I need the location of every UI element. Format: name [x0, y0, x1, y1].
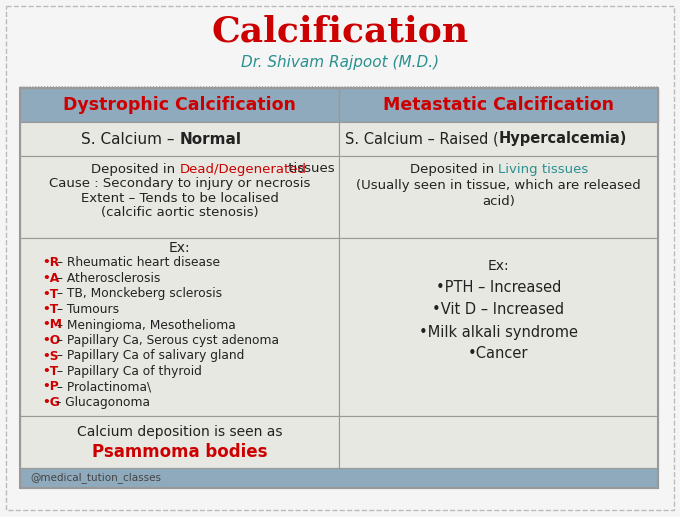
- Text: S. Calcium – Raised (: S. Calcium – Raised (: [345, 131, 498, 146]
- Text: Normal: Normal: [180, 131, 241, 146]
- Text: Metastatic Calcification: Metastatic Calcification: [383, 96, 614, 114]
- FancyBboxPatch shape: [20, 416, 339, 468]
- Text: (Usually seen in tissue, which are released: (Usually seen in tissue, which are relea…: [356, 179, 641, 192]
- Text: tissues: tissues: [284, 162, 335, 175]
- Text: - Glucagonoma: - Glucagonoma: [53, 396, 150, 409]
- Text: – Atherosclerosis: – Atherosclerosis: [53, 272, 160, 285]
- Text: •T: •T: [42, 303, 58, 316]
- Text: Dead/Degenerated: Dead/Degenerated: [180, 162, 307, 175]
- Text: – Papillary Ca, Serous cyst adenoma: – Papillary Ca, Serous cyst adenoma: [53, 334, 279, 347]
- Text: •O: •O: [42, 334, 61, 347]
- Text: Deposited in: Deposited in: [410, 162, 498, 175]
- FancyBboxPatch shape: [20, 88, 339, 122]
- Text: Calcification: Calcification: [211, 15, 469, 49]
- Text: •R: •R: [42, 256, 59, 269]
- FancyBboxPatch shape: [339, 238, 658, 416]
- Text: – TB, Monckeberg sclerosis: – TB, Monckeberg sclerosis: [53, 287, 222, 300]
- Text: •Cancer: •Cancer: [469, 346, 529, 361]
- Text: •Milk alkali syndrome: •Milk alkali syndrome: [419, 325, 578, 340]
- FancyBboxPatch shape: [339, 88, 658, 122]
- Text: S. Calcium –: S. Calcium –: [81, 131, 180, 146]
- Text: Ex:: Ex:: [488, 259, 509, 273]
- Text: •PTH – Increased: •PTH – Increased: [436, 281, 561, 296]
- FancyBboxPatch shape: [20, 468, 658, 488]
- Text: •P: •P: [42, 381, 58, 393]
- FancyBboxPatch shape: [20, 238, 339, 416]
- FancyBboxPatch shape: [339, 416, 658, 468]
- Text: •G: •G: [42, 396, 60, 409]
- Text: Deposited in: Deposited in: [91, 162, 180, 175]
- Text: •M: •M: [42, 318, 62, 331]
- Text: – Rheumatic heart disease: – Rheumatic heart disease: [53, 256, 220, 269]
- FancyBboxPatch shape: [339, 156, 658, 238]
- Text: – Tumours: – Tumours: [53, 303, 119, 316]
- Text: •T: •T: [42, 287, 58, 300]
- Text: Psammoma bodies: Psammoma bodies: [92, 443, 267, 461]
- Text: acid): acid): [482, 195, 515, 208]
- Text: Hypercalcemia): Hypercalcemia): [498, 131, 627, 146]
- Text: •T: •T: [42, 365, 58, 378]
- Text: Cause : Secondary to injury or necrosis: Cause : Secondary to injury or necrosis: [49, 177, 310, 190]
- Text: – Prolactinoma\: – Prolactinoma\: [53, 381, 151, 393]
- Text: Calcium deposition is seen as: Calcium deposition is seen as: [77, 425, 282, 439]
- Text: – Papillary Ca of salivary gland: – Papillary Ca of salivary gland: [53, 349, 244, 362]
- FancyBboxPatch shape: [339, 122, 658, 156]
- Text: – Papillary Ca of thyroid: – Papillary Ca of thyroid: [53, 365, 202, 378]
- Text: @medical_tution_classes: @medical_tution_classes: [30, 473, 161, 483]
- Text: – Meningioma, Mesothelioma: – Meningioma, Mesothelioma: [53, 318, 236, 331]
- Text: Ex:: Ex:: [169, 241, 190, 255]
- Text: (calcific aortic stenosis): (calcific aortic stenosis): [101, 206, 258, 219]
- Text: Dr. Shivam Rajpoot (M.D.): Dr. Shivam Rajpoot (M.D.): [241, 54, 439, 69]
- FancyBboxPatch shape: [20, 122, 339, 156]
- FancyBboxPatch shape: [20, 88, 658, 468]
- Text: Extent – Tends to be localised: Extent – Tends to be localised: [80, 191, 278, 205]
- Text: •Vit D – Increased: •Vit D – Increased: [432, 302, 564, 317]
- Text: Living tissues: Living tissues: [498, 162, 589, 175]
- Text: •A: •A: [42, 272, 59, 285]
- Text: •S: •S: [42, 349, 58, 362]
- Text: Dystrophic Calcification: Dystrophic Calcification: [63, 96, 296, 114]
- FancyBboxPatch shape: [20, 156, 339, 238]
